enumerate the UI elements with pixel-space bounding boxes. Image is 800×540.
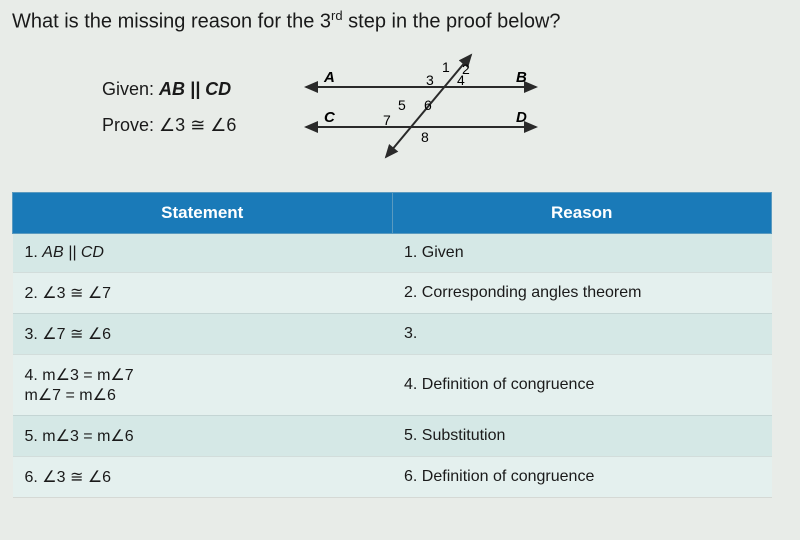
angle-5: 5 — [398, 97, 406, 113]
question-ordinal: rd — [331, 8, 343, 23]
given-label: Given: — [102, 79, 154, 99]
point-A: A — [323, 69, 335, 86]
point-D: D — [516, 109, 527, 126]
reason-cell: 2. Corresponding angles theorem — [392, 272, 772, 313]
proof-table: Statement Reason 1. AB || CD1. Given2. ∠… — [12, 192, 772, 498]
table-row: 3. ∠7 ≅ ∠63. — [13, 313, 772, 354]
statement-cell: 5. m∠3 = m∠6 — [13, 415, 393, 456]
reason-cell: 6. Definition of congruence — [392, 456, 772, 497]
angle-4: 4 — [457, 72, 465, 88]
statement-cell: 1. AB || CD — [13, 233, 393, 272]
statement-cell: 4. m∠3 = m∠7m∠7 = m∠6 — [13, 354, 393, 415]
table-row: 2. ∠3 ≅ ∠72. Corresponding angles theore… — [13, 272, 772, 313]
header-statement: Statement — [13, 192, 393, 233]
angle-8: 8 — [421, 129, 429, 145]
statement-cell: 2. ∠3 ≅ ∠7 — [13, 272, 393, 313]
prove-label: Prove: — [102, 115, 154, 135]
question-prefix: What is the missing reason for the 3 — [12, 11, 331, 33]
reason-cell: 1. Given — [392, 233, 772, 272]
header-reason: Reason — [392, 192, 772, 233]
angle-7: 7 — [383, 112, 391, 128]
reason-cell: 4. Definition of congruence — [392, 354, 772, 415]
reason-cell: 5. Substitution — [392, 415, 772, 456]
top-area: Given: AB || CD Prove: ∠3 ≅ ∠6 A B C D 1 — [102, 52, 788, 162]
angle-1: 1 — [442, 59, 450, 75]
table-body: 1. AB || CD1. Given2. ∠3 ≅ ∠72. Correspo… — [13, 233, 772, 497]
prove-text: ∠3 ≅ ∠6 — [159, 115, 236, 135]
geometry-diagram: A B C D 1 2 3 4 5 6 7 8 — [286, 52, 566, 162]
table-row: 6. ∠3 ≅ ∠66. Definition of congruence — [13, 456, 772, 497]
question-text: What is the missing reason for the 3rd s… — [12, 8, 788, 34]
given-line: Given: AB || CD — [102, 71, 236, 107]
point-C: C — [324, 109, 336, 126]
prove-line: Prove: ∠3 ≅ ∠6 — [102, 107, 236, 143]
statement-cell: 3. ∠7 ≅ ∠6 — [13, 313, 393, 354]
table-row: 5. m∠3 = m∠65. Substitution — [13, 415, 772, 456]
given-prove-block: Given: AB || CD Prove: ∠3 ≅ ∠6 — [102, 71, 236, 143]
angle-3: 3 — [426, 72, 434, 88]
question-suffix: step in the proof below? — [343, 11, 561, 33]
table-header-row: Statement Reason — [13, 192, 772, 233]
given-text: AB || CD — [159, 79, 231, 99]
statement-cell: 6. ∠3 ≅ ∠6 — [13, 456, 393, 497]
table-row: 4. m∠3 = m∠7m∠7 = m∠64. Definition of co… — [13, 354, 772, 415]
table-row: 1. AB || CD1. Given — [13, 233, 772, 272]
reason-cell: 3. — [392, 313, 772, 354]
angle-6: 6 — [424, 97, 432, 113]
point-B: B — [516, 69, 527, 86]
